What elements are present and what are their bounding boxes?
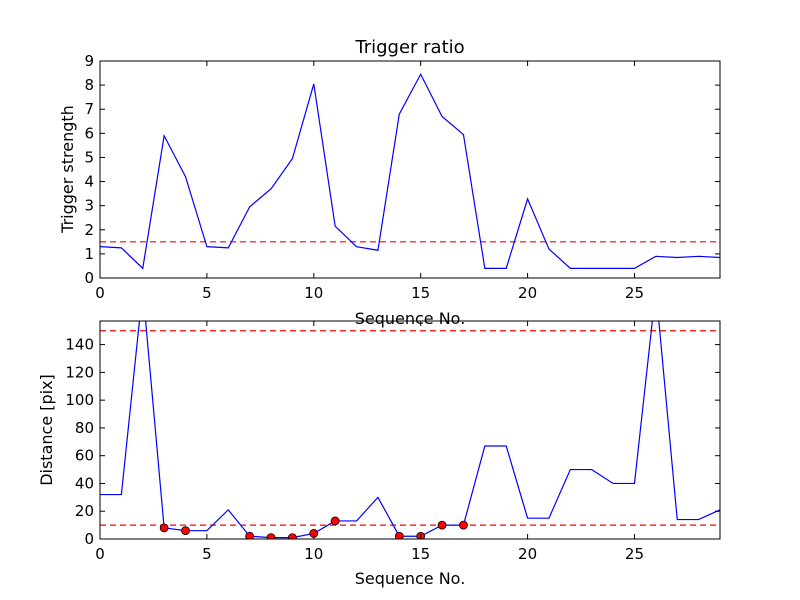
y-tick-label: 20 — [75, 502, 94, 520]
y-tick-label: 3 — [84, 197, 94, 215]
y-tick-label: 0 — [84, 269, 94, 287]
x-tick-label: 15 — [411, 545, 430, 563]
y-axis-label: Distance [pix] — [37, 374, 56, 486]
data-point — [437, 520, 447, 530]
chart-title: Trigger ratio — [354, 37, 464, 58]
y-tick-label: 7 — [84, 100, 94, 118]
y-tick-label: 60 — [75, 447, 94, 465]
y-tick-label: 100 — [65, 391, 94, 409]
y-tick-label: 0 — [84, 530, 94, 548]
y-tick-label: 120 — [65, 363, 94, 381]
data-point — [394, 531, 404, 539]
y-tick-label: 140 — [65, 336, 94, 354]
plot-frame — [99, 320, 721, 540]
x-tick-label: 20 — [518, 284, 537, 302]
plot-area — [100, 321, 720, 539]
x-tick-label: 0 — [95, 545, 105, 563]
trigger-ratio-chart: Trigger ratio Sequence No. Trigger stren… — [58, 37, 721, 328]
data-point — [159, 523, 169, 533]
series-line — [100, 72, 720, 270]
x-tick-label: 15 — [411, 284, 430, 302]
y-tick-label: 4 — [84, 173, 94, 191]
series-line — [100, 321, 720, 539]
x-tick-label: 0 — [95, 284, 105, 302]
x-tick-label: 5 — [202, 545, 212, 563]
y-tick-label: 2 — [84, 221, 94, 239]
y-tick-label: 1 — [84, 245, 94, 263]
data-point — [288, 533, 297, 539]
y-tick-label: 6 — [84, 124, 94, 142]
x-tick-label: 25 — [625, 284, 644, 302]
y-tick-label: 80 — [75, 419, 94, 437]
y-tick-label: 9 — [84, 52, 94, 70]
x-tick-label: 10 — [304, 545, 323, 563]
x-tick-label: 20 — [518, 545, 537, 563]
y-axis-label: Trigger strength — [58, 105, 77, 234]
data-point — [181, 526, 190, 536]
data-point — [459, 520, 468, 530]
data-point — [245, 531, 255, 539]
plot-frame — [99, 60, 721, 279]
distance-chart: Sequence No. Distance [pix] 0 5 10 15 20 25 0 2… — [37, 320, 721, 588]
x-tick-label: 5 — [202, 284, 212, 302]
x-axis-label: Sequence No. — [355, 309, 466, 328]
y-tick-label: 40 — [75, 474, 94, 492]
y-tick-label: 5 — [84, 148, 94, 166]
x-axis-label: Sequence No. — [355, 569, 466, 588]
data-point — [266, 533, 276, 539]
plot-area — [100, 72, 720, 270]
x-tick-label: 10 — [304, 284, 323, 302]
y-tick-label: 8 — [84, 76, 94, 94]
data-point — [330, 516, 340, 526]
x-tick-label: 25 — [625, 545, 644, 563]
